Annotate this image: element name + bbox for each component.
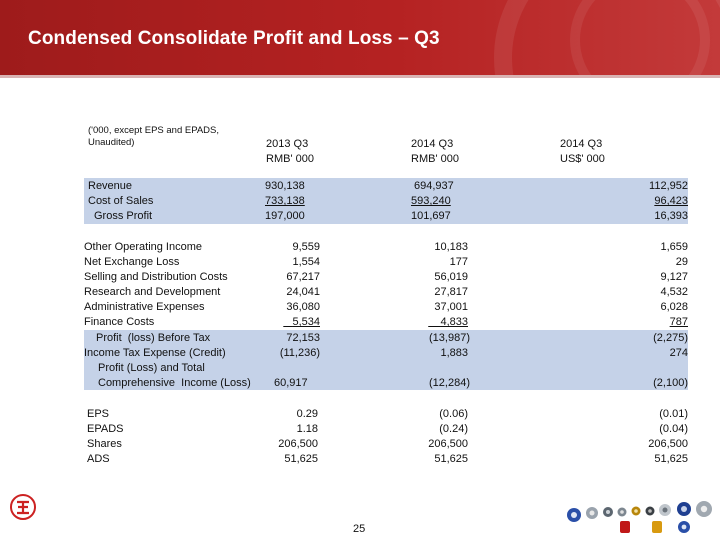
cell-revenue-2014rmb: 694,937 [414,180,454,192]
row-label-income-tax: Income Tax Expense (Credit) [84,347,226,359]
cell-epads-2013: 1.18 [296,423,318,435]
cell-ooi-2014rmb: 10,183 [434,241,468,253]
company-logo-icon [10,494,36,520]
row-label-shares: Shares [87,438,122,450]
col-header-2014q3rmb-line1: 2014 Q3 [411,138,454,150]
row-label-selling-distribution: Selling and Distribution Costs [84,271,228,283]
cell-revenue-2014usd: 112,952 [649,180,688,192]
cell-nel-2013: 1,554 [292,256,320,268]
band-revenue [84,178,688,224]
cell-ads-2014usd: 51,625 [654,453,688,465]
slide-title: Condensed Consolidate Profit and Loss – … [28,28,440,49]
cell-ads-2013: 51,625 [284,453,318,465]
cell-pbt-2014rmb: (13,987) [429,332,470,344]
cell-cost-2013: 733,138 [265,195,305,207]
row-label-profit-total-line1: Profit (Loss) and Total [98,362,205,374]
cell-tax-2014usd: 274 [669,347,688,359]
cell-tax-2013: (11,236) [279,347,320,359]
cell-ooi-2014usd: 1,659 [660,241,688,253]
cell-revenue-2013: 930,138 [265,180,305,192]
cell-total-2014usd: (2,100) [653,377,688,389]
col-header-2013q3-line1: 2013 Q3 [266,138,309,150]
col-header-2013q3-line2: RMB' 000 [266,153,314,165]
table-note: ('000, except EPS and EPADS, Unaudited) [88,125,220,148]
page-number: 25 [353,523,366,535]
col-header-2014q3rmb-line2: RMB' 000 [411,153,459,165]
cell-rd-2013: 24,041 [286,286,320,298]
col-header-2014q3usd-line2: US$' 000 [560,153,605,165]
row-label-eps: EPS [87,408,110,420]
cell-nel-2014rmb: 177 [449,256,468,268]
row-label-revenue: Revenue [88,180,133,192]
row-label-cost-of-sales: Cost of Sales [88,195,154,207]
cell-fin-2014rmb-value: 4,833 [440,316,468,328]
cell-total-2014rmb: (12,284) [429,377,470,389]
cell-ads-2014rmb: 51,625 [434,453,468,465]
cell-nel-2014usd: 29 [675,256,688,268]
cell-fin-2014rmb: 4,833 [388,315,468,330]
cell-rd-2014usd: 4,532 [660,286,688,298]
cell-fin-2014usd: 787 [669,316,688,328]
cell-cost-2014usd: 96,423 [654,195,688,207]
slide-header: Condensed Consolidate Profit and Loss – … [0,0,720,75]
cell-cost-2014rmb: 593,240 [411,195,451,207]
cell-fin-2013-value: 5,534 [292,316,320,328]
row-label-net-exchange-loss: Net Exchange Loss [84,256,180,268]
cell-sdc-2014usd: 9,127 [660,271,688,283]
cell-eps-2014rmb: (0.06) [439,408,468,420]
cell-shares-2013: 206,500 [278,438,318,450]
col-header-2014q3usd-line1: 2014 Q3 [560,138,603,150]
cell-eps-2014usd: (0.01) [659,408,688,420]
cell-pbt-2013: 72,153 [286,332,320,344]
row-label-administrative-expenses: Administrative Expenses [84,301,205,313]
cell-epads-2014usd: (0.04) [659,423,688,435]
row-label-research-development: Research and Development [84,286,221,298]
cell-admin-2014rmb: 37,001 [434,301,468,313]
cell-tax-2014rmb: 1,883 [440,347,468,359]
cell-admin-2014usd: 6,028 [660,301,688,313]
cell-total-2013: 60,917 [274,377,308,389]
row-label-other-operating-income: Other Operating Income [84,241,203,253]
row-label-ads: ADS [87,453,110,465]
cell-shares-2014usd: 206,500 [648,438,688,450]
cell-pbt-2014usd: (2,275) [653,332,688,344]
cell-eps-2013: 0.29 [296,408,318,420]
cell-sdc-2013: 67,217 [286,271,320,283]
cell-fin-2013: 5,534 [240,315,320,330]
cell-sdc-2014rmb: 56,019 [434,271,468,283]
cell-rd-2014rmb: 27,817 [434,286,468,298]
cell-shares-2014rmb: 206,500 [428,438,468,450]
cell-epads-2014rmb: (0.24) [439,423,468,435]
cell-gross-2014usd: 16,393 [654,210,688,222]
product-wheels-icon [567,501,712,533]
row-label-gross-profit: Gross Profit [94,210,153,222]
row-label-profit-before-tax: Profit (loss) Before Tax [96,332,211,344]
band-profit [84,330,688,390]
row-label-profit-total-line2: Comprehensive Income (Loss) [98,377,251,389]
row-label-epads: EPADS [87,423,124,435]
cell-gross-2014rmb: 101,697 [411,210,451,222]
cell-ooi-2013: 9,559 [292,241,320,253]
row-label-finance-costs: Finance Costs [84,316,155,328]
cell-admin-2013: 36,080 [286,301,320,313]
header-divider [0,75,720,78]
cell-gross-2013: 197,000 [265,210,305,222]
